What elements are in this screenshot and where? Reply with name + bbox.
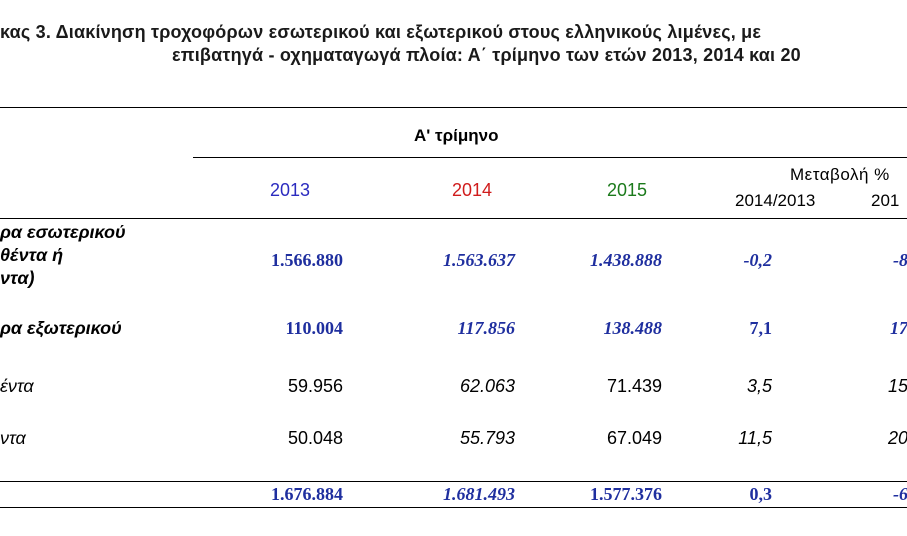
cell-departed-2014: 55.793	[459, 428, 515, 448]
cell-departed-2013: 50.048	[287, 428, 343, 448]
cell-domestic-2015: 1.438.888	[590, 250, 662, 270]
cell-total-change-1: 0,3	[749, 484, 773, 504]
year-2015-header: 2015	[606, 180, 648, 200]
table-title-line-1: κας 3. Διακίνηση τροχοφόρων εσωτερικού κ…	[0, 22, 762, 42]
header-bottom-rule	[0, 218, 907, 219]
year-2014-header: 2014	[451, 180, 493, 200]
cell-foreign-2013: 110.004	[285, 318, 343, 338]
cell-arrived-2015: 71.439	[606, 376, 662, 396]
cell-domestic-2013: 1.566.880	[271, 250, 343, 270]
cell-total-2013: 1.676.884	[271, 484, 343, 504]
row-label-foreign: ρα εξωτερικού	[0, 318, 122, 338]
row-label-domestic-line-2: θέντα ή	[0, 245, 64, 265]
cell-arrived-2014: 62.063	[459, 376, 515, 396]
cell-arrived-change-2: 15	[887, 376, 907, 396]
cell-domestic-change-2: -8	[893, 250, 907, 270]
cell-domestic-2014: 1.563.637	[443, 250, 515, 270]
cell-arrived-2013: 59.956	[287, 376, 343, 396]
cell-foreign-change-1: 7,1	[749, 318, 773, 338]
cell-total-2014: 1.681.493	[443, 484, 515, 504]
cell-departed-change-1: 11,5	[738, 428, 772, 448]
cell-domestic-change-1: -0,2	[743, 250, 773, 270]
period-underline	[193, 157, 907, 158]
year-2013-header: 2013	[269, 180, 311, 200]
change-col-2014-2013: 2014/2013	[735, 191, 816, 210]
bottom-rule	[0, 507, 907, 508]
cell-total-2015: 1.577.376	[590, 484, 662, 504]
cell-total-change-2: -6	[893, 484, 907, 504]
cell-foreign-change-2: 17	[890, 318, 907, 338]
row-label-departed: ντα	[0, 428, 26, 448]
total-top-rule	[0, 481, 907, 482]
row-label-arrived: έντα	[0, 376, 34, 396]
row-label-domestic-line-1: ρα εσωτερικού	[0, 222, 126, 242]
top-rule	[0, 107, 907, 108]
cell-foreign-2014: 117.856	[457, 318, 515, 338]
change-col-2015-2014: 201	[871, 191, 900, 210]
table-title-line-2: επιβατηγά - οχηματαγωγά πλοία: Α΄ τρίμην…	[172, 45, 801, 65]
cell-foreign-2015: 138.488	[603, 318, 663, 338]
change-percent-header: Μεταβολή %	[790, 165, 890, 184]
period-header: Α' τρίμηνο	[414, 126, 499, 145]
cell-departed-change-2: 20	[887, 428, 907, 448]
cell-departed-2015: 67.049	[606, 428, 662, 448]
cell-arrived-change-1: 3,5	[746, 376, 772, 396]
row-label-domestic-line-3: ντα)	[0, 268, 35, 288]
